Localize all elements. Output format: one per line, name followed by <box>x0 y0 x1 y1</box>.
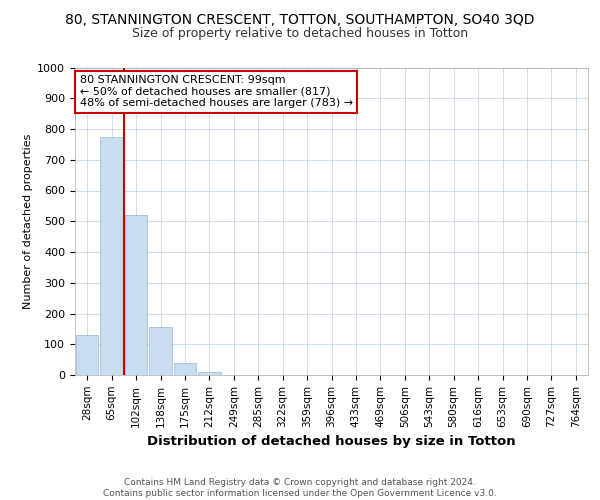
Bar <box>173 362 196 375</box>
Bar <box>125 215 148 375</box>
X-axis label: Distribution of detached houses by size in Totton: Distribution of detached houses by size … <box>147 435 516 448</box>
Bar <box>100 136 123 375</box>
Bar <box>149 328 172 375</box>
Bar <box>198 372 221 375</box>
Text: Contains HM Land Registry data © Crown copyright and database right 2024.
Contai: Contains HM Land Registry data © Crown c… <box>103 478 497 498</box>
Text: 80 STANNINGTON CRESCENT: 99sqm
← 50% of detached houses are smaller (817)
48% of: 80 STANNINGTON CRESCENT: 99sqm ← 50% of … <box>80 75 353 108</box>
Text: 80, STANNINGTON CRESCENT, TOTTON, SOUTHAMPTON, SO40 3QD: 80, STANNINGTON CRESCENT, TOTTON, SOUTHA… <box>65 12 535 26</box>
Bar <box>76 335 98 375</box>
Text: Size of property relative to detached houses in Totton: Size of property relative to detached ho… <box>132 28 468 40</box>
Y-axis label: Number of detached properties: Number of detached properties <box>23 134 33 309</box>
